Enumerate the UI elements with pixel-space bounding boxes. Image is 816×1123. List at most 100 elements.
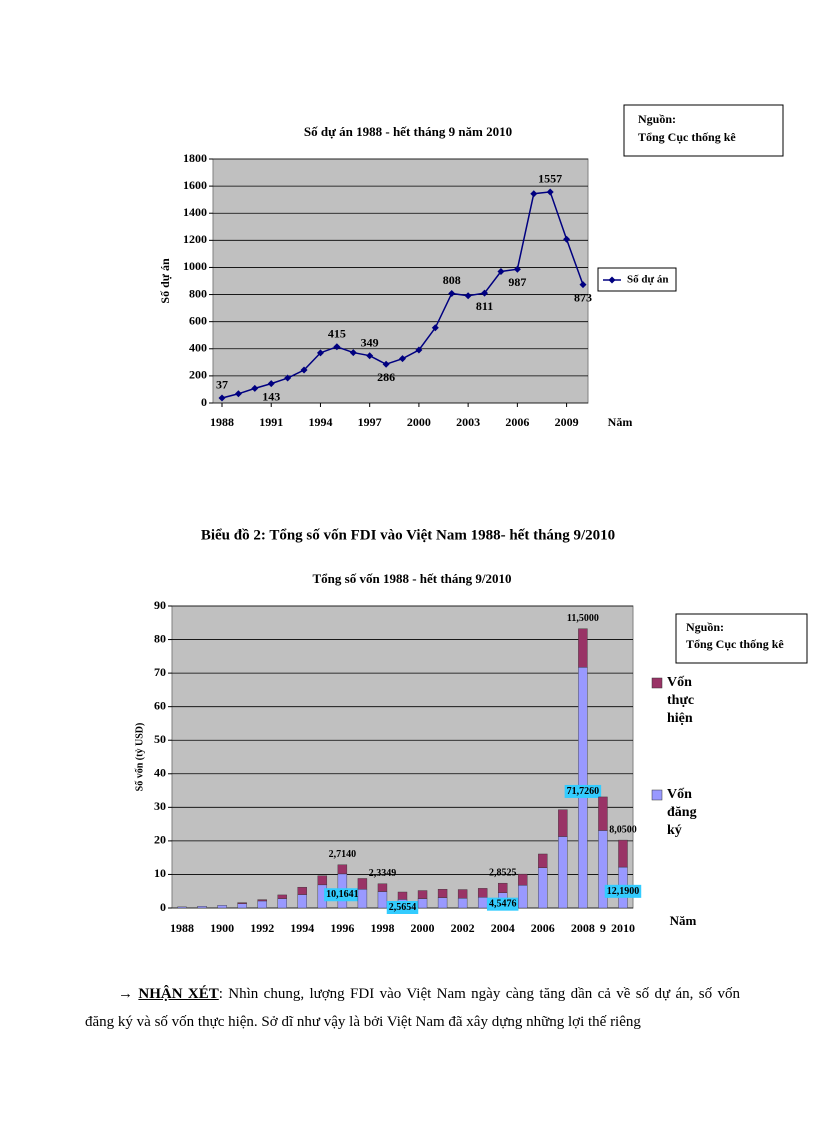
data-label: 2,8525 bbox=[489, 867, 517, 878]
legend-box bbox=[597, 267, 677, 292]
bar-segment bbox=[297, 886, 307, 895]
source-text: Tổng Cục thống kê bbox=[638, 130, 736, 144]
label-background bbox=[564, 784, 602, 798]
marker: → bbox=[118, 986, 139, 1002]
chart-title: Tổng số vốn 1988 - hết tháng 9/2010 bbox=[313, 571, 512, 586]
data-label: 4,5476 bbox=[489, 899, 517, 910]
x-tick-label: 1988 bbox=[210, 415, 234, 429]
bar-segment bbox=[317, 875, 328, 886]
legend-label: Vốn đăng ký bbox=[667, 787, 697, 838]
data-point bbox=[349, 349, 357, 357]
y-tick-label: 60 bbox=[154, 698, 166, 712]
bar-segment bbox=[217, 905, 227, 909]
bar-segment bbox=[558, 836, 568, 909]
bar-segment bbox=[538, 867, 548, 909]
data-point bbox=[366, 352, 374, 360]
y-tick-label: 40 bbox=[154, 766, 166, 780]
bar-segment bbox=[558, 809, 568, 837]
bar-segment bbox=[377, 891, 388, 909]
bar-segment bbox=[618, 839, 628, 868]
x-tick-label: 2010 bbox=[611, 921, 635, 935]
legend-swatch bbox=[651, 677, 663, 689]
bar-segment bbox=[277, 898, 287, 909]
data-point bbox=[399, 355, 406, 363]
data-label: 415 bbox=[328, 326, 346, 340]
label-background bbox=[324, 888, 361, 902]
data-label: 37 bbox=[216, 378, 228, 392]
x-tick-label: 2006 bbox=[505, 415, 529, 429]
data-point bbox=[234, 390, 242, 398]
y-tick-label: 10 bbox=[154, 866, 166, 880]
bar-segment bbox=[377, 883, 388, 892]
bar-segment bbox=[578, 628, 588, 668]
label-background bbox=[386, 900, 419, 914]
data-point bbox=[300, 366, 308, 374]
chart-title: Số dự án 1988 - hết tháng 9 năm 2010 bbox=[304, 124, 512, 139]
bar-segment bbox=[337, 864, 348, 875]
bar-segment bbox=[277, 894, 287, 899]
data-label: 2,5654 bbox=[389, 902, 417, 913]
source-label: Nguồn: bbox=[686, 620, 724, 634]
data-point bbox=[563, 235, 571, 243]
data-point bbox=[497, 268, 505, 276]
x-tick-label: 1900 bbox=[210, 921, 234, 935]
x-tick-label: 1994 bbox=[290, 921, 314, 935]
bar-segment bbox=[357, 878, 368, 890]
bar-segment bbox=[437, 889, 448, 898]
data-point bbox=[333, 343, 341, 351]
bar-segment bbox=[417, 890, 428, 899]
data-point bbox=[218, 394, 226, 402]
bar-segment bbox=[237, 903, 247, 909]
data-point bbox=[284, 374, 292, 382]
bar-segment bbox=[257, 900, 267, 909]
data-label: 286 bbox=[377, 370, 395, 384]
bar-segment bbox=[177, 906, 187, 909]
x-tick-label: 1992 bbox=[250, 921, 274, 935]
bar-segment bbox=[237, 902, 247, 904]
bar-segment bbox=[518, 873, 528, 886]
data-label: 12,1900 bbox=[607, 886, 640, 897]
x-tick-label: 2002 bbox=[451, 921, 475, 935]
data-label: 349 bbox=[361, 335, 379, 349]
data-label: 8,0500 bbox=[609, 824, 637, 835]
data-label: 2,3349 bbox=[369, 868, 397, 879]
y-tick-label: 80 bbox=[154, 631, 166, 645]
data-label: 873 bbox=[574, 290, 592, 304]
data-point bbox=[513, 265, 521, 273]
data-label: 1557 bbox=[538, 172, 562, 186]
bar-segment bbox=[257, 899, 267, 902]
x-tick-label: 9 bbox=[600, 921, 606, 935]
y-tick-label: 1800 bbox=[183, 151, 207, 165]
data-point bbox=[481, 289, 489, 297]
bar-segment bbox=[518, 884, 528, 909]
source-label: Nguồn: bbox=[638, 112, 676, 126]
data-label: 10,1641 bbox=[326, 889, 359, 900]
data-label: 808 bbox=[443, 273, 461, 287]
data-point bbox=[530, 190, 538, 198]
legend-label: Vốn thực hiện bbox=[667, 675, 695, 726]
x-axis-label: Năm bbox=[608, 415, 633, 429]
data-label: 2,7140 bbox=[329, 849, 357, 860]
bar-segment bbox=[538, 853, 548, 868]
data-point bbox=[579, 281, 587, 289]
data-point bbox=[546, 188, 554, 196]
data-label: 143 bbox=[262, 389, 280, 403]
y-tick-label: 0 bbox=[201, 395, 207, 409]
source-text: Tổng Cục thống kê bbox=[686, 637, 784, 651]
paragraph: → NHẬN XÉT: Nhìn chung, lượng FDI vào Vi… bbox=[85, 980, 740, 1036]
x-tick-label: 1994 bbox=[308, 415, 332, 429]
bar-segment bbox=[197, 906, 207, 909]
x-axis-label: Năm bbox=[670, 913, 697, 928]
x-tick-label: 2003 bbox=[456, 415, 480, 429]
y-tick-label: 1000 bbox=[183, 259, 207, 273]
label-background bbox=[486, 897, 519, 911]
x-tick-label: 2009 bbox=[555, 415, 579, 429]
x-tick-label: 2006 bbox=[531, 921, 555, 935]
bar-segment bbox=[477, 897, 488, 909]
bar-segment bbox=[417, 898, 428, 909]
y-tick-label: 0 bbox=[160, 900, 166, 914]
data-label: 71,7260 bbox=[567, 786, 600, 797]
data-point bbox=[431, 324, 439, 332]
x-tick-label: 2004 bbox=[491, 921, 515, 935]
